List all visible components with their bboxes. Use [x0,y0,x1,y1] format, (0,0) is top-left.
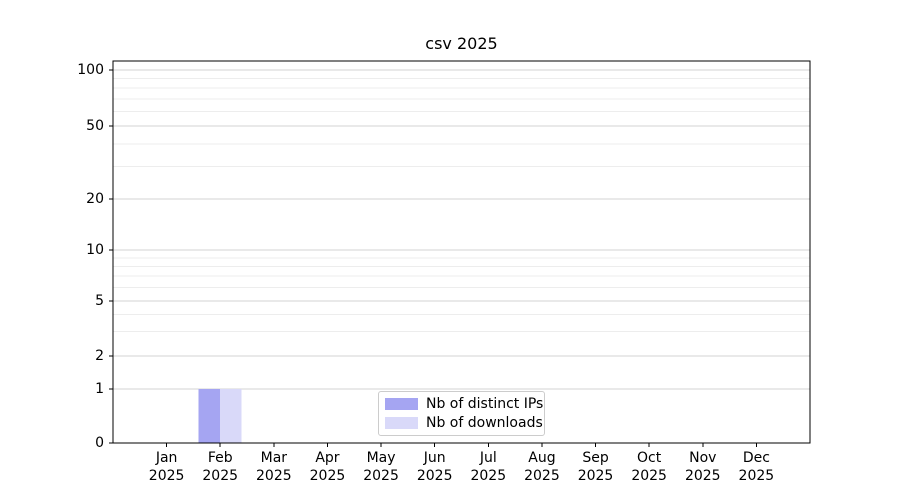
legend-entry-downloads: Nb of downloads [385,415,543,431]
x-tick-label-apr: Apr 2025 [309,450,346,484]
y-tick-label-100: 100 [77,62,104,78]
x-tick-label-jun: Jun 2025 [416,450,453,484]
legend-swatch-downloads [385,416,418,429]
x-tick-label-oct: Oct 2025 [631,450,667,484]
x-tick-label-dec: Dec 2025 [738,450,775,484]
legend-label-distinct-ips: Nb of distinct IPs [426,396,544,413]
y-tick-label-5: 5 [95,293,104,309]
x-tick-label-jan: Jan 2025 [148,450,185,484]
legend: Nb of distinct IPs Nb of downloads [378,391,545,436]
legend-label-downloads: Nb of downloads [426,414,543,431]
y-tick-label-10: 10 [86,242,104,258]
x-tick-label-jul: Jul 2025 [470,450,507,484]
plot-frame [112,60,811,444]
y-tick-label-2: 2 [95,348,104,364]
x-tick-label-may: May 2025 [363,450,399,484]
bar-nb-of-distinct-ips [198,389,221,443]
legend-swatch-distinct-ips [385,398,418,411]
y-tick-label-0: 0 [95,435,104,451]
x-tick-label-nov: Nov 2025 [684,450,721,484]
bar-nb-of-downloads [220,389,242,443]
x-tick-label-aug: Aug 2025 [524,450,560,484]
y-tick-label-1: 1 [95,381,104,397]
y-tick-label-50: 50 [86,118,104,134]
legend-entry-distinct-ips: Nb of distinct IPs [385,396,543,412]
x-tick-label-mar: Mar 2025 [256,450,292,484]
x-tick-label-feb: Feb 2025 [202,450,239,484]
x-tick-label-sep: Sep 2025 [577,450,614,484]
y-tick-label-20: 20 [86,191,104,207]
chart-title: csv 2025 [425,34,498,53]
